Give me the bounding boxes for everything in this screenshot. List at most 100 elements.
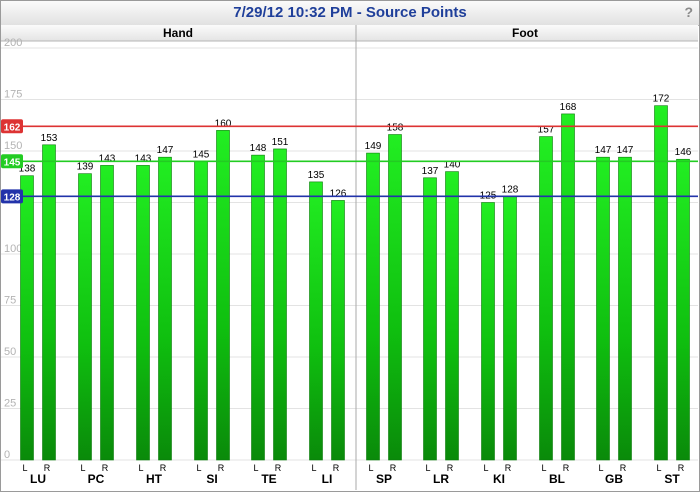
- bar: [596, 156, 610, 461]
- side-label: R: [333, 463, 340, 473]
- group-label: HT: [146, 472, 163, 486]
- side-label: L: [656, 463, 661, 473]
- y-tick-label: 50: [4, 346, 16, 358]
- side-label: R: [563, 463, 570, 473]
- group-label: TE: [261, 472, 276, 486]
- side-label: R: [275, 463, 282, 473]
- bar: [445, 171, 459, 461]
- group-label: BL: [549, 472, 565, 486]
- y-tick-label: 75: [4, 295, 16, 307]
- reference-value-label: 128: [4, 192, 21, 203]
- bar: [251, 154, 265, 461]
- bar: [78, 173, 92, 461]
- side-label: L: [311, 463, 316, 473]
- bar-value-label: 151: [272, 137, 289, 148]
- bar-value-label: 146: [675, 147, 692, 158]
- bar: [481, 202, 495, 461]
- reference-tag: [1, 189, 23, 204]
- bar: [676, 158, 690, 461]
- bar-value-label: 143: [99, 153, 116, 164]
- group-label: SI: [206, 472, 217, 486]
- bar-value-label: 128: [502, 184, 519, 195]
- reference-value-label: 162: [4, 122, 21, 133]
- bar-value-label: 139: [77, 162, 94, 173]
- bar-value-label: 137: [422, 166, 439, 177]
- group-label: LI: [322, 472, 333, 486]
- side-label: L: [598, 463, 603, 473]
- bar-value-label: 149: [365, 141, 382, 152]
- side-label: R: [620, 463, 627, 473]
- region-header-band: [1, 25, 698, 41]
- bar: [309, 181, 323, 461]
- bar-value-label: 168: [560, 102, 577, 113]
- bar-value-label: 145: [193, 149, 210, 160]
- bar: [618, 156, 632, 461]
- region-title: Hand: [163, 26, 193, 40]
- bar-value-label: 147: [595, 145, 612, 156]
- bar: [331, 200, 345, 461]
- bar: [20, 175, 34, 461]
- side-label: R: [505, 463, 512, 473]
- bar: [194, 161, 208, 461]
- bar: [136, 165, 150, 461]
- bar-value-label: 147: [617, 145, 634, 156]
- bar: [423, 177, 437, 461]
- group-label: LR: [433, 472, 449, 486]
- side-label: R: [678, 463, 685, 473]
- bar: [100, 165, 114, 461]
- bar: [539, 136, 553, 461]
- side-label: L: [196, 463, 201, 473]
- y-tick-label: 100: [4, 243, 22, 255]
- bar-value-label: 140: [444, 160, 461, 171]
- side-label: L: [368, 463, 373, 473]
- bar-value-label: 138: [19, 164, 36, 175]
- group-label: PC: [88, 472, 105, 486]
- side-label: L: [425, 463, 430, 473]
- bar: [216, 130, 230, 461]
- reference-tag: [1, 154, 23, 169]
- bar-value-label: 158: [387, 123, 404, 134]
- bar: [42, 144, 56, 461]
- bar: [273, 148, 287, 461]
- bar-value-label: 153: [41, 133, 58, 144]
- bar: [158, 156, 172, 461]
- side-label: R: [218, 463, 225, 473]
- bar: [366, 152, 380, 461]
- side-label: L: [483, 463, 488, 473]
- bar-value-label: 126: [330, 188, 347, 199]
- bar: [388, 134, 402, 461]
- side-label: R: [160, 463, 167, 473]
- bar: [561, 113, 575, 461]
- bar-value-label: 147: [157, 145, 174, 156]
- region-title: Foot: [512, 26, 538, 40]
- side-label: L: [22, 463, 27, 473]
- help-button[interactable]: ?: [684, 4, 693, 20]
- bar-value-label: 172: [653, 94, 670, 105]
- group-label: SP: [376, 472, 392, 486]
- bar-value-label: 157: [538, 125, 555, 136]
- side-label: R: [447, 463, 454, 473]
- reference-value-label: 145: [4, 157, 21, 168]
- bar-value-label: 143: [135, 153, 152, 164]
- y-tick-label: 150: [4, 140, 22, 152]
- y-tick-label: 175: [4, 89, 22, 101]
- group-label: ST: [664, 472, 680, 486]
- group-label: GB: [605, 472, 623, 486]
- group-label: KI: [493, 472, 505, 486]
- side-label: L: [138, 463, 143, 473]
- y-tick-label: 25: [4, 398, 16, 410]
- bar-value-label: 135: [308, 170, 325, 181]
- bar-value-label: 160: [215, 118, 232, 129]
- bar-value-label: 148: [250, 143, 267, 154]
- window-title: 7/29/12 10:32 PM - Source Points: [233, 4, 467, 21]
- side-label: L: [80, 463, 85, 473]
- side-label: R: [390, 463, 397, 473]
- y-tick-label: 0: [4, 449, 10, 461]
- bar: [654, 105, 668, 461]
- side-label: L: [541, 463, 546, 473]
- y-tick-label: 200: [4, 37, 22, 49]
- reference-tag: [1, 119, 23, 134]
- side-label: R: [44, 463, 51, 473]
